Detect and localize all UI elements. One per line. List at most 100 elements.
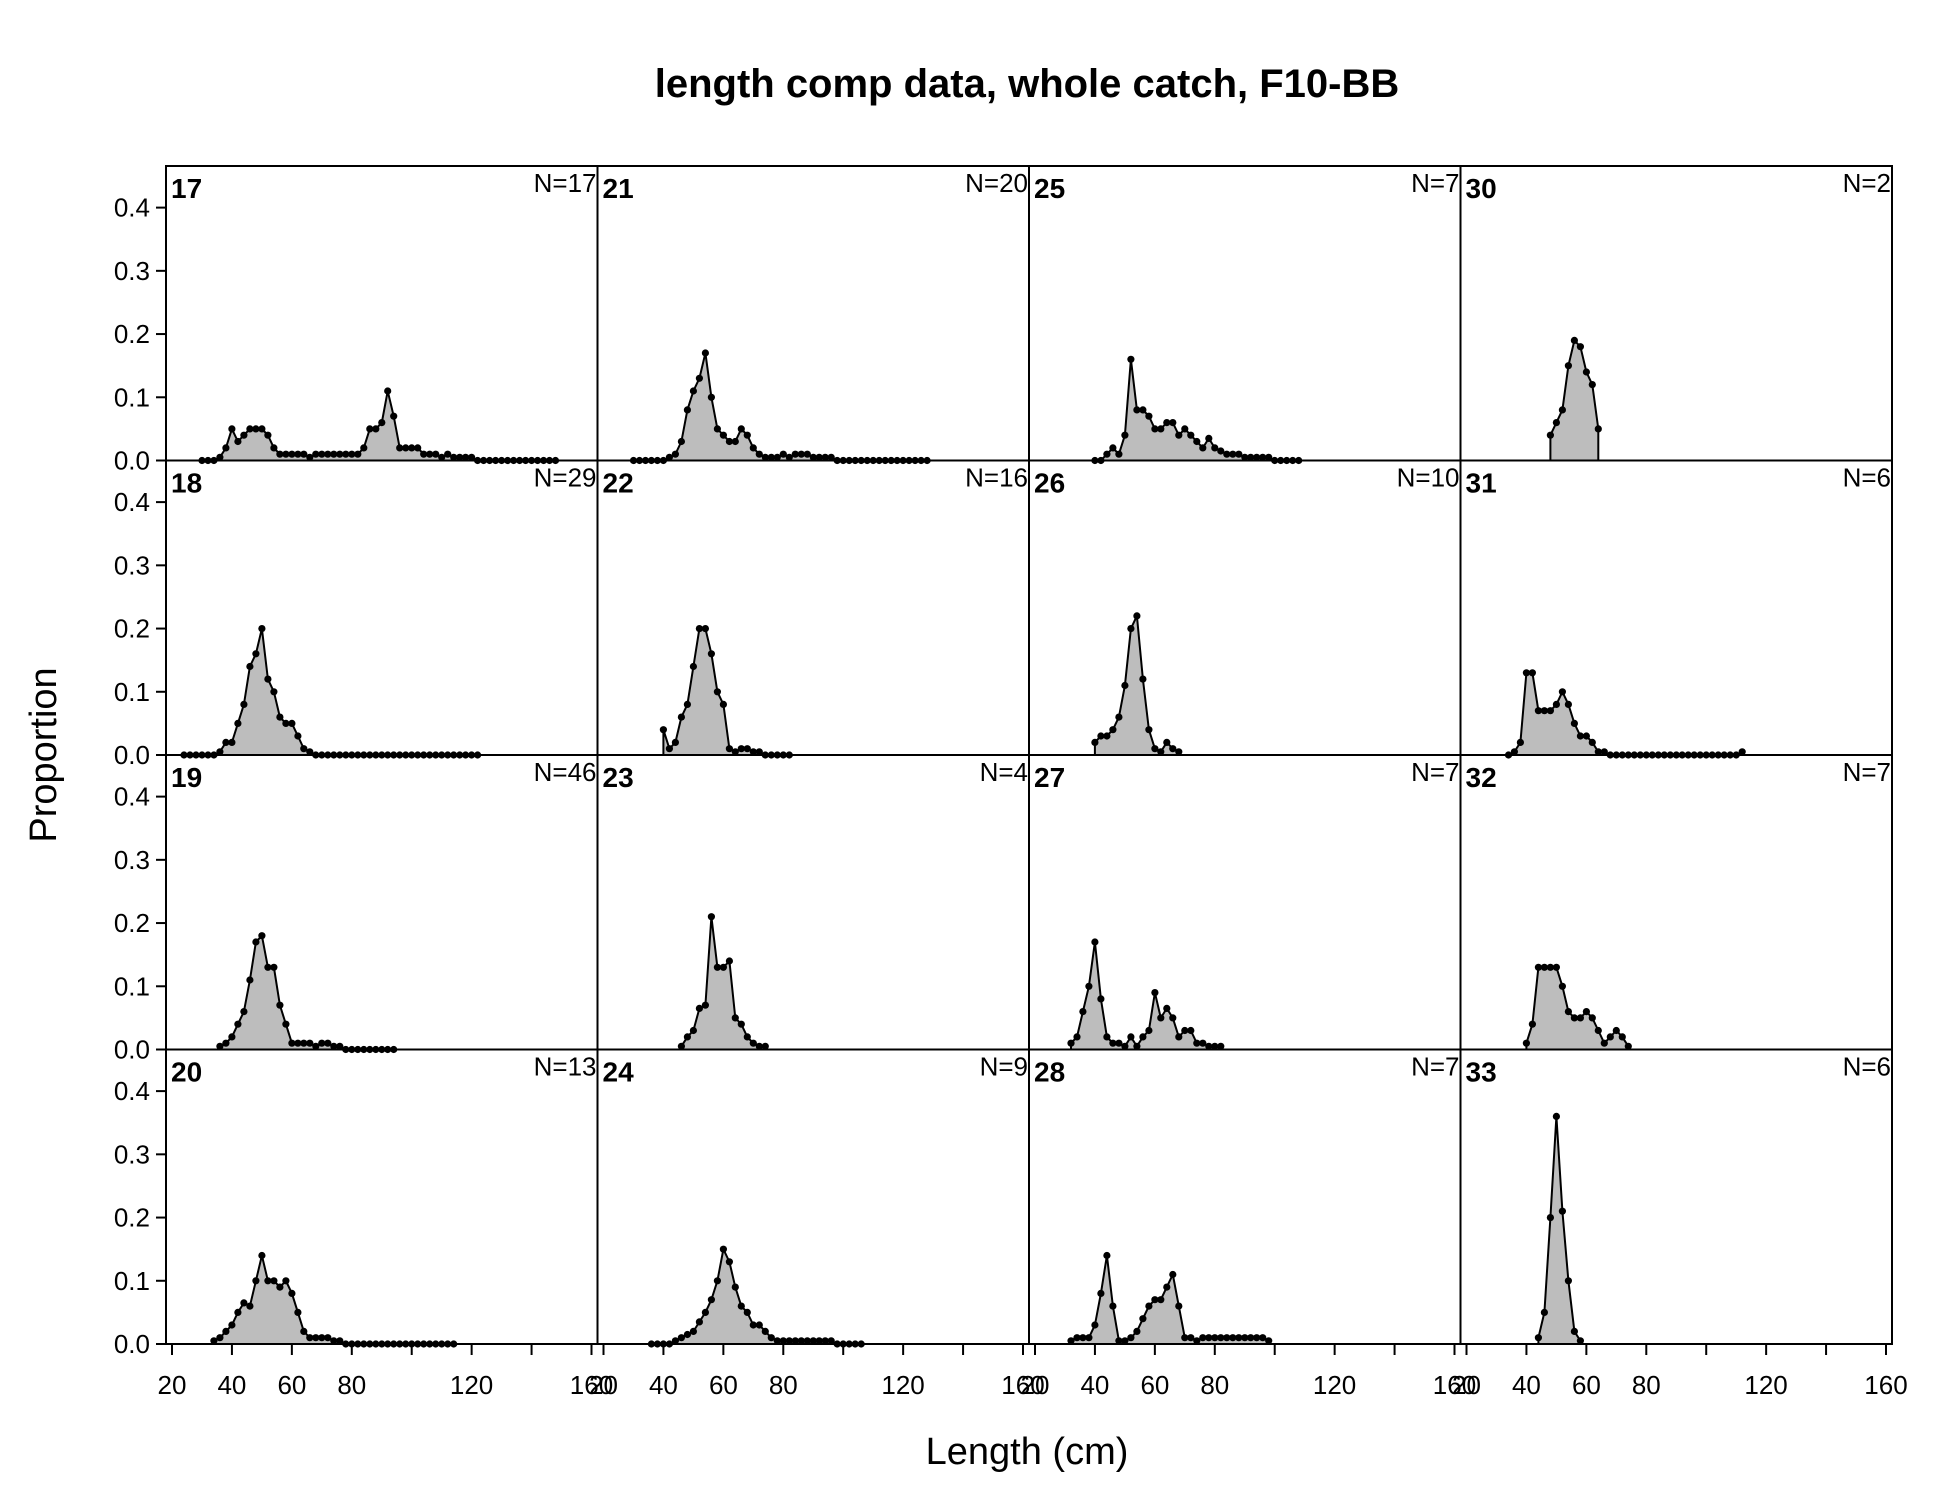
point-27-52 — [1127, 1033, 1135, 1041]
point-18-54 — [270, 688, 278, 696]
point-21-90 — [809, 453, 817, 461]
y-tick-label-0.4: 0.4 — [114, 782, 150, 812]
point-20-74 — [330, 1337, 338, 1345]
point-24-96 — [827, 1337, 835, 1345]
point-25-98 — [1265, 453, 1273, 461]
point-28-40 — [1091, 1321, 1099, 1329]
point-26-44 — [1103, 732, 1111, 740]
point-23-46 — [677, 1042, 686, 1050]
y-tick-label-0.3: 0.3 — [114, 845, 150, 875]
point-20-64 — [300, 1327, 308, 1335]
point-25-56 — [1139, 406, 1147, 414]
point-19-62 — [294, 1039, 302, 1047]
y-tick-label-0.3: 0.3 — [114, 550, 150, 580]
point-22-42 — [665, 745, 674, 753]
point-19-60 — [288, 1039, 296, 1047]
sample-size-22: N=16 — [965, 463, 1028, 493]
x-tick-label-2-80: 80 — [1200, 1370, 1229, 1400]
point-28-58 — [1145, 1302, 1153, 1310]
point-25-82 — [1217, 447, 1225, 455]
point-26-48 — [1115, 713, 1123, 721]
point-28-72 — [1187, 1334, 1195, 1342]
point-24-46 — [677, 1334, 686, 1342]
panel-frame-18 — [165, 459, 599, 756]
point-17-82 — [354, 450, 362, 458]
point-21-74 — [761, 453, 769, 461]
point-25-48 — [1115, 450, 1123, 458]
point-18-40 — [228, 738, 236, 747]
point-21-96 — [827, 453, 835, 461]
panel-17: 17 N=17 0.0 0.1 0.2 0.3 0.4 — [114, 165, 599, 476]
point-24-68 — [743, 1308, 751, 1316]
point-17-108 — [432, 450, 440, 458]
point-26-58 — [1145, 726, 1153, 734]
point-19-66 — [306, 1039, 314, 1047]
panel-label-30: 30 — [1466, 173, 1497, 204]
point-21-48 — [683, 406, 692, 414]
panel-label-19: 19 — [171, 762, 202, 793]
point-20-34 — [210, 1337, 218, 1345]
point-24-44 — [671, 1337, 680, 1345]
point-17-110 — [438, 453, 446, 461]
point-22-72 — [755, 748, 763, 756]
panel-19: 19 N=46 0.0 0.1 0.2 0.3 0.4 — [114, 754, 599, 1065]
point-27-50 — [1121, 1042, 1129, 1050]
point-24-90 — [809, 1337, 817, 1345]
point-25-74 — [1193, 437, 1201, 446]
point-28-80 — [1211, 1334, 1219, 1342]
point-28-54 — [1133, 1327, 1141, 1335]
point-25-76 — [1199, 444, 1207, 452]
point-27-74 — [1193, 1039, 1201, 1047]
point-32-46 — [1540, 963, 1548, 971]
point-31-36 — [1510, 748, 1518, 756]
point-17-68 — [312, 450, 320, 458]
point-21-88 — [803, 450, 811, 458]
point-22-54 — [701, 625, 710, 633]
point-33-52 — [1558, 1207, 1566, 1215]
point-18-64 — [300, 745, 308, 753]
point-23-68 — [743, 1033, 751, 1041]
point-25-84 — [1223, 450, 1231, 458]
point-26-60 — [1151, 745, 1159, 753]
point-19-74 — [330, 1042, 338, 1050]
point-27-76 — [1199, 1039, 1207, 1047]
point-20-44 — [240, 1299, 248, 1307]
point-25-88 — [1235, 450, 1243, 458]
point-20-46 — [246, 1302, 254, 1310]
point-24-82 — [785, 1337, 793, 1345]
panel-23: 23 N=4 — [596, 754, 1030, 1051]
point-24-66 — [737, 1302, 745, 1310]
x-tick-label-0-160: 160 — [570, 1370, 613, 1400]
point-28-66 — [1169, 1270, 1177, 1279]
point-17-74 — [330, 450, 338, 458]
point-31-60 — [1582, 732, 1590, 740]
point-17-100 — [408, 444, 416, 452]
panel-18: 18 N=29 0.0 0.1 0.2 0.3 0.4 — [114, 459, 599, 770]
panel-label-23: 23 — [603, 762, 634, 793]
point-21-42 — [665, 453, 674, 461]
point-18-38 — [222, 738, 230, 747]
point-28-90 — [1241, 1334, 1249, 1342]
point-17-84 — [360, 444, 368, 452]
area-25 — [1094, 359, 1299, 462]
point-20-76 — [336, 1337, 344, 1345]
point-28-60 — [1151, 1296, 1159, 1304]
point-17-80 — [348, 450, 356, 458]
panel-frame-17 — [165, 165, 599, 462]
point-17-66 — [306, 453, 314, 461]
point-22-64 — [731, 748, 739, 756]
point-17-76 — [336, 450, 344, 458]
point-19-44 — [240, 1008, 248, 1016]
point-25-64 — [1163, 419, 1171, 427]
point-22-56 — [707, 650, 716, 658]
area-27 — [1070, 941, 1222, 1051]
point-20-40 — [228, 1321, 236, 1329]
point-25-94 — [1253, 453, 1261, 461]
point-28-56 — [1139, 1315, 1147, 1323]
point-25-78 — [1205, 434, 1213, 442]
point-28-44 — [1103, 1251, 1111, 1260]
point-17-56 — [276, 450, 284, 458]
panel-32: 32 N=7 — [1459, 754, 1893, 1051]
point-17-38 — [222, 444, 230, 452]
